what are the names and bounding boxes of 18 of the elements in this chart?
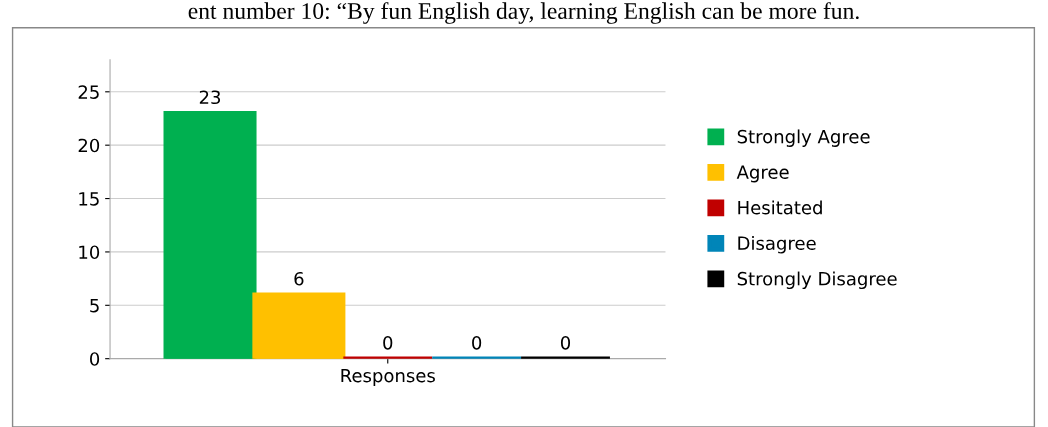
y-tick-label: 0 xyxy=(90,352,100,366)
data-label: 0 xyxy=(560,335,571,350)
data-label: 6 xyxy=(294,271,304,286)
legend-label: Agree xyxy=(736,165,789,183)
y-tick-label: 10 xyxy=(79,245,100,260)
y-tick-label: 20 xyxy=(78,138,100,153)
y-tick-label: 15 xyxy=(79,192,99,206)
legend-label: Disagree xyxy=(738,236,816,254)
x-tick-label: Responses xyxy=(341,368,435,386)
legend-label: Hesitated xyxy=(738,200,822,215)
legend-label: Strongly Agree xyxy=(737,129,870,147)
data-label: 0 xyxy=(472,335,482,350)
y-tick-label: 5 xyxy=(90,299,99,313)
y-tick-label: 25 xyxy=(78,85,99,99)
data-label: 0 xyxy=(383,335,393,350)
chart-title: ent number 10: “By fun English day, learning English can be more fun. xyxy=(188,2,859,24)
data-label: 23 xyxy=(199,90,221,105)
legend-label: Strongly Disagree xyxy=(737,271,897,290)
